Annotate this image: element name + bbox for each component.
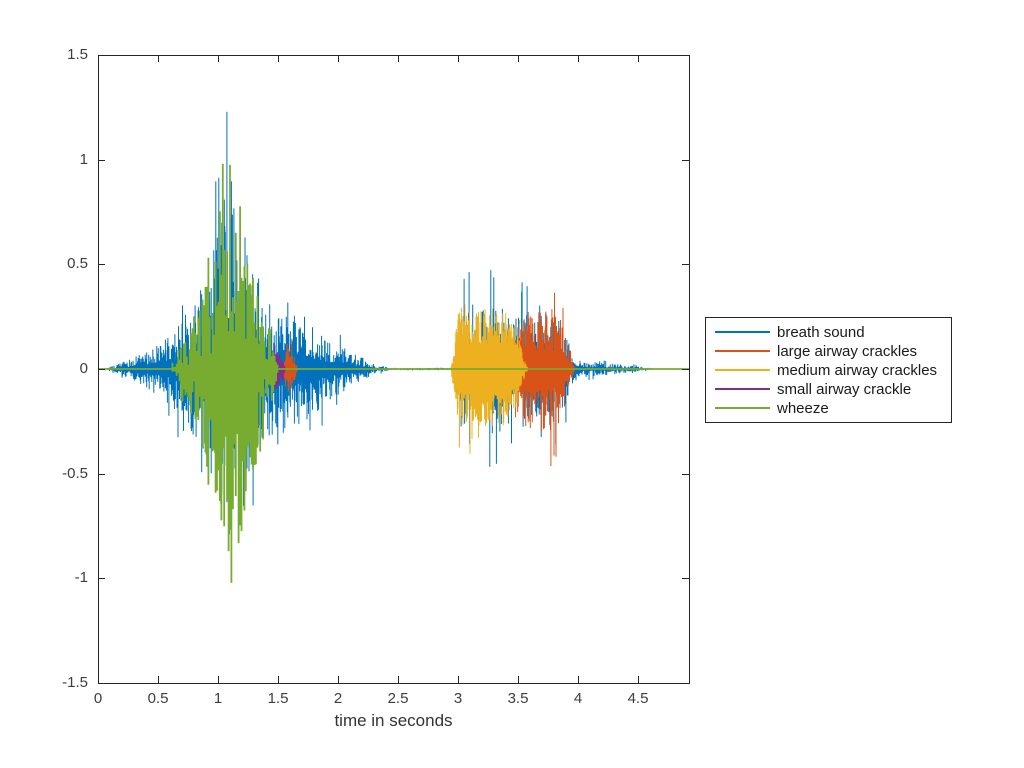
axes-box [98,55,690,684]
legend-label: breath sound [777,323,865,341]
x-tick-label: 2 [333,690,343,707]
legend-box: breath sound large airway crackles medium … [705,317,952,423]
series-wheeze [98,163,689,583]
legend-line-swatch [715,407,770,409]
x-tick-label: 0 [93,690,103,707]
legend-entry: medium airway crackles [706,361,951,380]
y-tick-label: 1 [79,150,88,168]
y-tick-label: -0.5 [62,464,88,482]
legend-label: medium airway crackles [777,361,938,379]
x-axis-label: time in seconds [334,711,453,730]
legend-label: small airway crackle [777,380,912,398]
y-tick-label: 0 [79,360,88,377]
legend-line-swatch [715,369,770,371]
legend-entry: large airway crackles [706,342,951,361]
x-tick-label: 4.5 [627,690,649,707]
legend-line-swatch [715,350,770,352]
legend-line-swatch [715,388,770,390]
x-tick-label: 4 [573,690,583,707]
y-tick-label: 1.5 [67,46,88,63]
x-tick-label: 2.5 [387,690,409,707]
legend-entry: breath sound [706,323,951,342]
x-tick-label: 3 [453,690,463,707]
y-tick-label: 0.5 [67,255,88,273]
x-tick-label: 1 [213,690,223,707]
legend-entry: wheeze [706,399,951,418]
legend-line-swatch [715,331,770,333]
x-tick-label: 3.5 [507,690,529,707]
y-tick-label: -1 [74,569,88,587]
x-tick-label: 1.5 [267,690,289,707]
y-tick-label: -1.5 [62,674,88,691]
x-tick-label: 0.5 [147,690,169,707]
legend-label: large airway crackles [777,342,918,360]
legend-label: wheeze [777,399,829,417]
series-breath-sound [98,111,689,535]
legend-entry: small airway crackle [706,380,951,399]
